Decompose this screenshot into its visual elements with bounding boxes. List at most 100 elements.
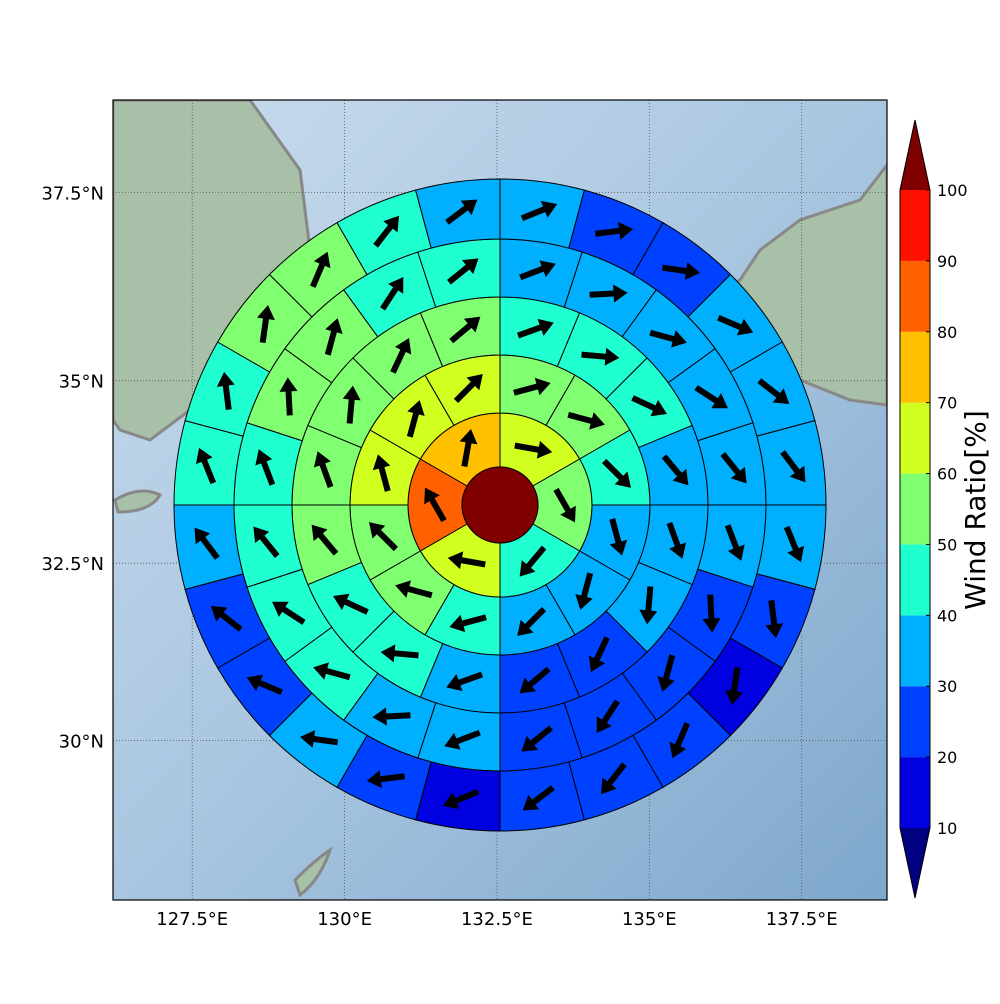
colorbar-label: Wind Ratio[%]: [959, 410, 992, 610]
wind-arrow: [581, 347, 620, 366]
wind-arrow: [444, 729, 481, 750]
wind-arrow: [702, 594, 721, 633]
wind-arrow: [595, 221, 634, 240]
colorbar-bin: [900, 686, 930, 758]
wind-arrow: [589, 284, 628, 303]
colorbar-tick-label: 60: [937, 465, 957, 484]
frame: [112, 99, 888, 901]
wind-arrow: [519, 666, 551, 694]
center-disk: [461, 466, 539, 544]
wind-arrow: [765, 600, 784, 639]
wind-arrow: [253, 526, 280, 558]
sectors: [173, 178, 827, 832]
wind-arrow: [216, 371, 235, 410]
wind-arrow: [631, 395, 667, 417]
wind-arrow: [373, 215, 400, 248]
wind-arrow: [694, 385, 728, 409]
wind-arrow: [406, 400, 425, 438]
colorbar-bin: [900, 190, 930, 261]
wind-arrow: [333, 593, 369, 615]
wind-arrow: [257, 305, 275, 344]
wind-arrow: [516, 318, 554, 339]
wind-arrow: [311, 524, 339, 556]
wind-arrow: [447, 551, 486, 570]
wind-arrow: [342, 385, 361, 424]
wind-arrow: [368, 522, 398, 552]
wind-arrow: [453, 373, 483, 403]
wind-arrow: [519, 545, 547, 577]
wind-arrow: [380, 277, 404, 311]
x-tick-label: 132.5°E: [461, 909, 533, 930]
wind-arrow: [372, 454, 391, 492]
colorbar-bin: [900, 473, 930, 545]
labels: 127.5°E 130°E 132.5°E 135°E 137.5°E 30°N 32.5°…: [41, 184, 837, 930]
colorbar-tick-label: 40: [937, 606, 957, 625]
wind-arrow: [449, 614, 487, 633]
wind-arrow: [459, 429, 478, 467]
wind-arrow: [195, 447, 217, 485]
land-island: [113, 489, 163, 514]
wind-arrow: [657, 654, 676, 692]
colorbar-tick-label: 50: [937, 535, 957, 554]
y-tick-label: 37.5°N: [41, 184, 104, 205]
colorbar-extend-high: [900, 120, 930, 190]
colorbar-tick-label: 90: [937, 252, 957, 271]
wind-arrow: [300, 730, 339, 748]
colorbar-bin: [900, 402, 930, 474]
wind-arrow: [210, 605, 243, 632]
colorbar-tick-label: 20: [937, 748, 957, 767]
colorbar-bin: [900, 615, 930, 687]
wind-arrow: [366, 770, 405, 789]
wind-arrow: [666, 521, 687, 559]
wind-arrow: [380, 644, 419, 663]
wind-arrow: [442, 788, 480, 810]
wind-arrow: [520, 200, 558, 222]
wind-arrow: [717, 315, 754, 336]
wind-arrow: [272, 601, 306, 625]
wind-arrow: [446, 671, 484, 692]
wind-arrow: [649, 329, 687, 348]
x-tick-label: 135°E: [622, 909, 677, 930]
colorbar-tick-label: 30: [937, 677, 957, 696]
wind-arrow: [639, 586, 658, 625]
wind-arrow: [395, 580, 433, 599]
colorbar-bin: [900, 331, 930, 403]
wind-arrow: [600, 762, 627, 795]
wind-arrow: [445, 199, 478, 225]
colorbar-tick-label: 80: [937, 323, 957, 342]
wind-arrow: [783, 525, 805, 563]
wind-arrow: [757, 378, 790, 405]
wind-arrow: [194, 527, 220, 560]
wind-arrow: [596, 699, 620, 733]
wind-arrow: [522, 785, 555, 811]
y-tick-label: 35°N: [59, 372, 104, 393]
wind-arrow: [514, 440, 553, 459]
wind-arrow: [390, 338, 412, 374]
x-tick-label: 130°E: [317, 909, 372, 930]
wind-arrow: [609, 518, 628, 556]
colorbar-outline: [899, 119, 931, 899]
colorbar-extend-low: [900, 828, 930, 898]
wind-arrow: [449, 316, 481, 344]
wind-arrow: [313, 451, 334, 489]
colorbar-tick-label: 100: [937, 181, 968, 200]
colorbar-bin: [900, 260, 930, 332]
wind-arrow: [313, 662, 351, 681]
wind-arrow: [661, 262, 700, 280]
wind-arrow: [424, 487, 447, 523]
wind-arrow: [669, 722, 690, 759]
wind-arrow: [575, 572, 594, 610]
colorbar: 10 20 30 40 50 60 70 80 90 100: [899, 119, 968, 899]
colorbar-tick-label: 70: [937, 394, 957, 413]
arrows: [194, 199, 806, 811]
wind-arrow: [324, 318, 343, 356]
x-tick-label: 127.5°E: [156, 909, 228, 930]
y-tick-label: 30°N: [59, 732, 104, 753]
wind-arrow: [447, 258, 479, 285]
wind-arrow: [310, 251, 331, 288]
wind-arrow: [724, 524, 745, 561]
wind-arrow: [780, 450, 806, 483]
wind-arrow: [519, 260, 556, 281]
y-tick-label: 32.5°N: [41, 554, 104, 575]
wind-arrow: [521, 725, 553, 752]
